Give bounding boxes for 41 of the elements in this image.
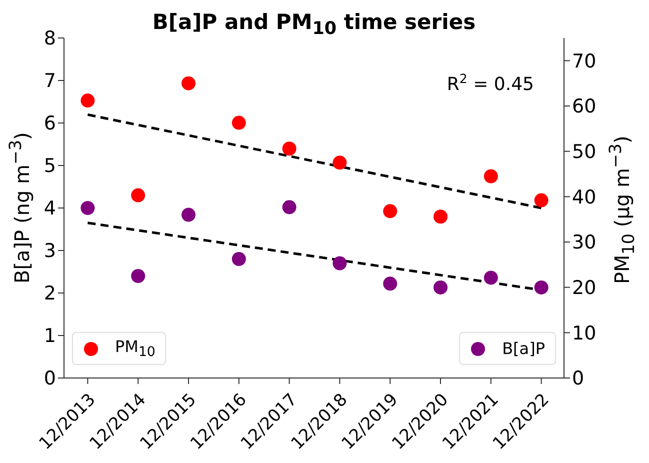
point (282, 142, 296, 156)
point (332, 156, 347, 170)
point (80, 94, 95, 108)
y-tick-label: 5 (44, 155, 56, 178)
point (383, 204, 398, 218)
annotation: R$^{2}$ = 0.45 (446, 70, 534, 95)
point (131, 188, 146, 202)
chart-title: B[a]P and PM$_{10}$ time series (151, 10, 477, 40)
y-tick-label: 2 (44, 282, 56, 305)
point (232, 116, 246, 130)
y-tick-label: 1 (44, 325, 56, 348)
y2-tick-label: 0 (572, 368, 584, 390)
y-tick-label: 0 (44, 368, 56, 390)
point (332, 256, 347, 270)
point (484, 270, 498, 285)
point (434, 280, 448, 294)
y-tick-label: 6 (44, 112, 56, 135)
point (232, 252, 246, 266)
y-tick-label: 3 (44, 240, 56, 262)
y2-tick-label: 30 (572, 232, 596, 254)
point (80, 201, 95, 215)
point (534, 280, 548, 294)
point (534, 193, 548, 208)
point (383, 276, 398, 291)
y2-tick-label: 50 (572, 141, 596, 164)
legend-label: PM$_{10}$ (115, 337, 156, 360)
point (181, 76, 196, 90)
y2-tick-label: 70 (572, 50, 596, 72)
point (181, 208, 196, 222)
y2-tick-label: 60 (572, 96, 596, 118)
point (131, 269, 146, 283)
point (484, 169, 498, 184)
y2-tick-label: 10 (572, 322, 596, 344)
y-tick-label: 4 (44, 198, 56, 220)
point (282, 200, 296, 214)
y-tick-label: 7 (44, 70, 56, 92)
y2-tick-label: 40 (572, 186, 596, 208)
y2-tick-label: 20 (572, 277, 596, 300)
legend-label: B[a]P (502, 339, 545, 358)
point (434, 210, 448, 224)
y-tick-label: 8 (44, 28, 56, 50)
